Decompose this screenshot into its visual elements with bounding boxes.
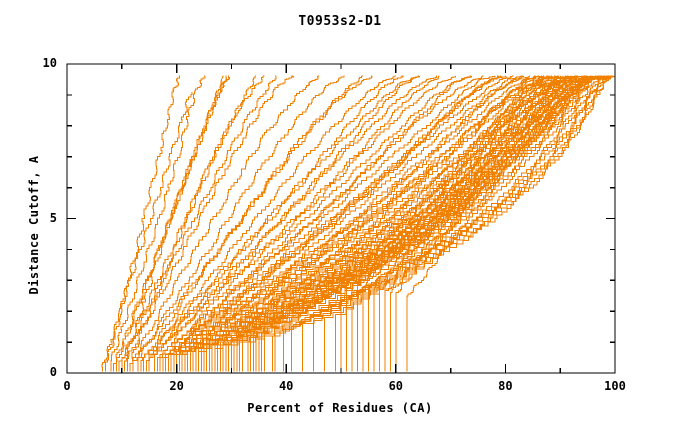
x-axis-label: Percent of Residues (CA) [247,401,433,415]
axis-frame [66,63,616,374]
x-tick-label: 80 [498,379,513,393]
series-group [101,75,615,372]
y-tick-label: 10 [42,56,57,70]
x-tick-label: 40 [278,379,294,393]
x-tick-label: 100 [604,379,626,393]
x-tick-label: 60 [388,379,404,393]
chart-title: T0953s2-D1 [298,14,382,29]
y-tick-label: 5 [49,210,57,225]
x-tick-label: 0 [63,379,71,393]
y-tick-label: 0 [49,365,57,379]
x-tick-label: 20 [169,379,184,393]
